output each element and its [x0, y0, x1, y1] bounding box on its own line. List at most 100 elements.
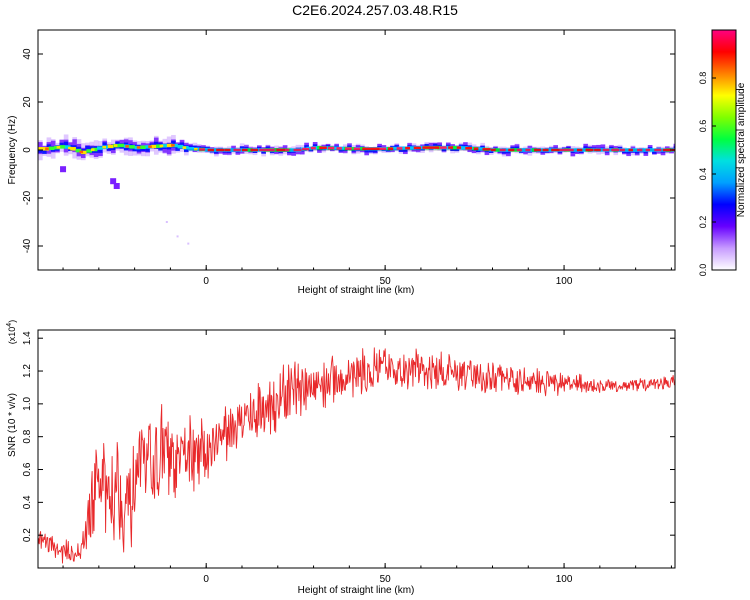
spectral-core-blue	[42, 147, 47, 154]
colorbar-tick-label: 0.8	[698, 72, 708, 85]
spectral-ridge	[118, 143, 125, 148]
spectral-ridge	[64, 145, 71, 149]
spectral-peak	[310, 146, 316, 150]
spectral-ridge	[478, 147, 484, 151]
spectral-envelope	[506, 150, 511, 157]
spectral-peak	[456, 146, 462, 149]
snr-y-label: SNR (10 * v/v)	[7, 393, 18, 457]
spectral-ridge	[156, 144, 162, 148]
spectral-ridge	[150, 144, 157, 149]
spectral-peak	[473, 147, 479, 151]
spectral-peak	[159, 144, 164, 148]
spectrogram-x-label: Height of straight line (km)	[298, 285, 415, 296]
spectral-ridge	[161, 144, 168, 148]
spectral-ridge	[166, 143, 173, 148]
snr-frame	[37, 329, 676, 569]
spectrogram-x-tick-label: 50	[380, 276, 392, 287]
spectral-peak	[370, 147, 380, 151]
spectral-envelope	[291, 150, 297, 156]
spectral-envelope	[317, 148, 322, 153]
spectral-peak	[387, 147, 394, 150]
snr-series-line	[38, 347, 675, 564]
spectral-ridge	[419, 145, 425, 150]
spectral-ridge	[75, 148, 82, 153]
colorbar-tick-label: 0.2	[698, 216, 708, 229]
spectral-envelope	[463, 142, 468, 148]
spectrogram-y-tick-label: 20	[22, 96, 33, 108]
spectral-ridge	[408, 146, 415, 150]
spectral-envelope	[299, 148, 305, 155]
spectral-envelope	[570, 150, 576, 157]
snr-x-label: Height of straight line (km)	[298, 585, 415, 596]
snr-x-tick-label: 0	[203, 574, 209, 585]
spectral-outlier	[165, 221, 168, 223]
spectral-peak	[362, 147, 371, 151]
spectral-envelope	[626, 151, 631, 157]
spectral-envelope	[364, 149, 370, 156]
spectral-envelope	[347, 143, 352, 148]
spectral-peak	[327, 146, 335, 150]
colorbar-tick-label: 0.0	[698, 264, 708, 277]
spectral-outlier	[187, 242, 190, 245]
snr-panel: 0.2 0.4 0.6 0.8 1.0 1.2 1.4 0 50 100 Height of s…	[6, 320, 676, 596]
spectral-core-blue	[652, 149, 657, 154]
spectral-outlier	[113, 183, 120, 189]
spectral-core-blue	[239, 146, 245, 151]
spectral-envelope	[553, 145, 558, 150]
colorbar-tick-label: 0.6	[698, 120, 708, 133]
spectral-outlier	[110, 178, 117, 185]
spectral-peak	[396, 147, 403, 150]
snr-y-ticks: 0.2 0.4 0.6 0.8 1.0 1.2 1.4	[22, 331, 675, 542]
spectral-peak	[56, 146, 61, 149]
spectral-envelope	[403, 149, 408, 155]
spectral-peak	[171, 144, 175, 147]
spectral-ridge	[48, 146, 55, 151]
snr-y-tick-label: 0.2	[22, 528, 33, 542]
spectral-peak	[194, 147, 198, 151]
snr-y-tick-label: 1.2	[22, 364, 33, 378]
spectral-ridge	[86, 149, 93, 153]
spectral-peak	[182, 146, 187, 149]
spectral-peak	[379, 147, 387, 151]
spectral-ridge	[80, 150, 87, 155]
spectral-peak	[413, 146, 421, 150]
colorbar-ticks: 0.0 0.2 0.4 0.6 0.8	[698, 72, 716, 277]
snr-y-tick-label: 0.4	[22, 495, 33, 509]
spectral-peak	[199, 148, 206, 151]
spectral-outlier	[176, 235, 179, 238]
spectral-ridge	[392, 146, 399, 151]
spectral-peak	[439, 146, 447, 149]
spectral-core-blue	[368, 148, 374, 153]
spectral-ridge	[188, 147, 195, 151]
spectral-peak	[345, 147, 352, 150]
spectral-peak	[125, 145, 129, 148]
snr-y-tick-label: 1.4	[22, 331, 33, 345]
spectrogram-y-label: Frequency (Hz)	[7, 116, 18, 185]
spectral-ridge	[172, 143, 178, 148]
spectrogram-marks	[38, 134, 675, 245]
spectral-peak	[102, 145, 106, 149]
colorbar-tick-label: 0.4	[698, 168, 708, 181]
spectral-peak	[319, 146, 327, 150]
snr-x-tick-label: 50	[380, 574, 392, 585]
snr-x-ticks: 0 50 100	[62, 330, 672, 585]
spectrogram-x-ticks: 0 50 100	[62, 30, 672, 287]
spectral-ridge	[139, 145, 146, 149]
spectrogram-y-tick-label: 40	[22, 48, 33, 60]
spectral-envelope	[673, 143, 675, 149]
spectral-peak	[68, 146, 72, 150]
spectrogram-y-tick-label: 0	[22, 147, 33, 153]
spectral-ridge	[38, 147, 44, 151]
snr-y-tick-label: 1.0	[22, 396, 33, 410]
spectral-peak	[482, 148, 491, 151]
spectral-envelope	[604, 149, 610, 156]
spectral-envelope	[428, 142, 434, 149]
colorbar-label: Normalized spectral amplitude	[736, 82, 747, 217]
spectral-ridge	[97, 146, 103, 150]
spectrogram-x-tick-label: 0	[203, 276, 209, 287]
snr-y-exponent: (x104)	[6, 320, 17, 344]
snr-y-tick-label: 0.6	[22, 462, 33, 476]
spectral-peak	[430, 146, 440, 149]
snr-marks	[38, 347, 675, 564]
